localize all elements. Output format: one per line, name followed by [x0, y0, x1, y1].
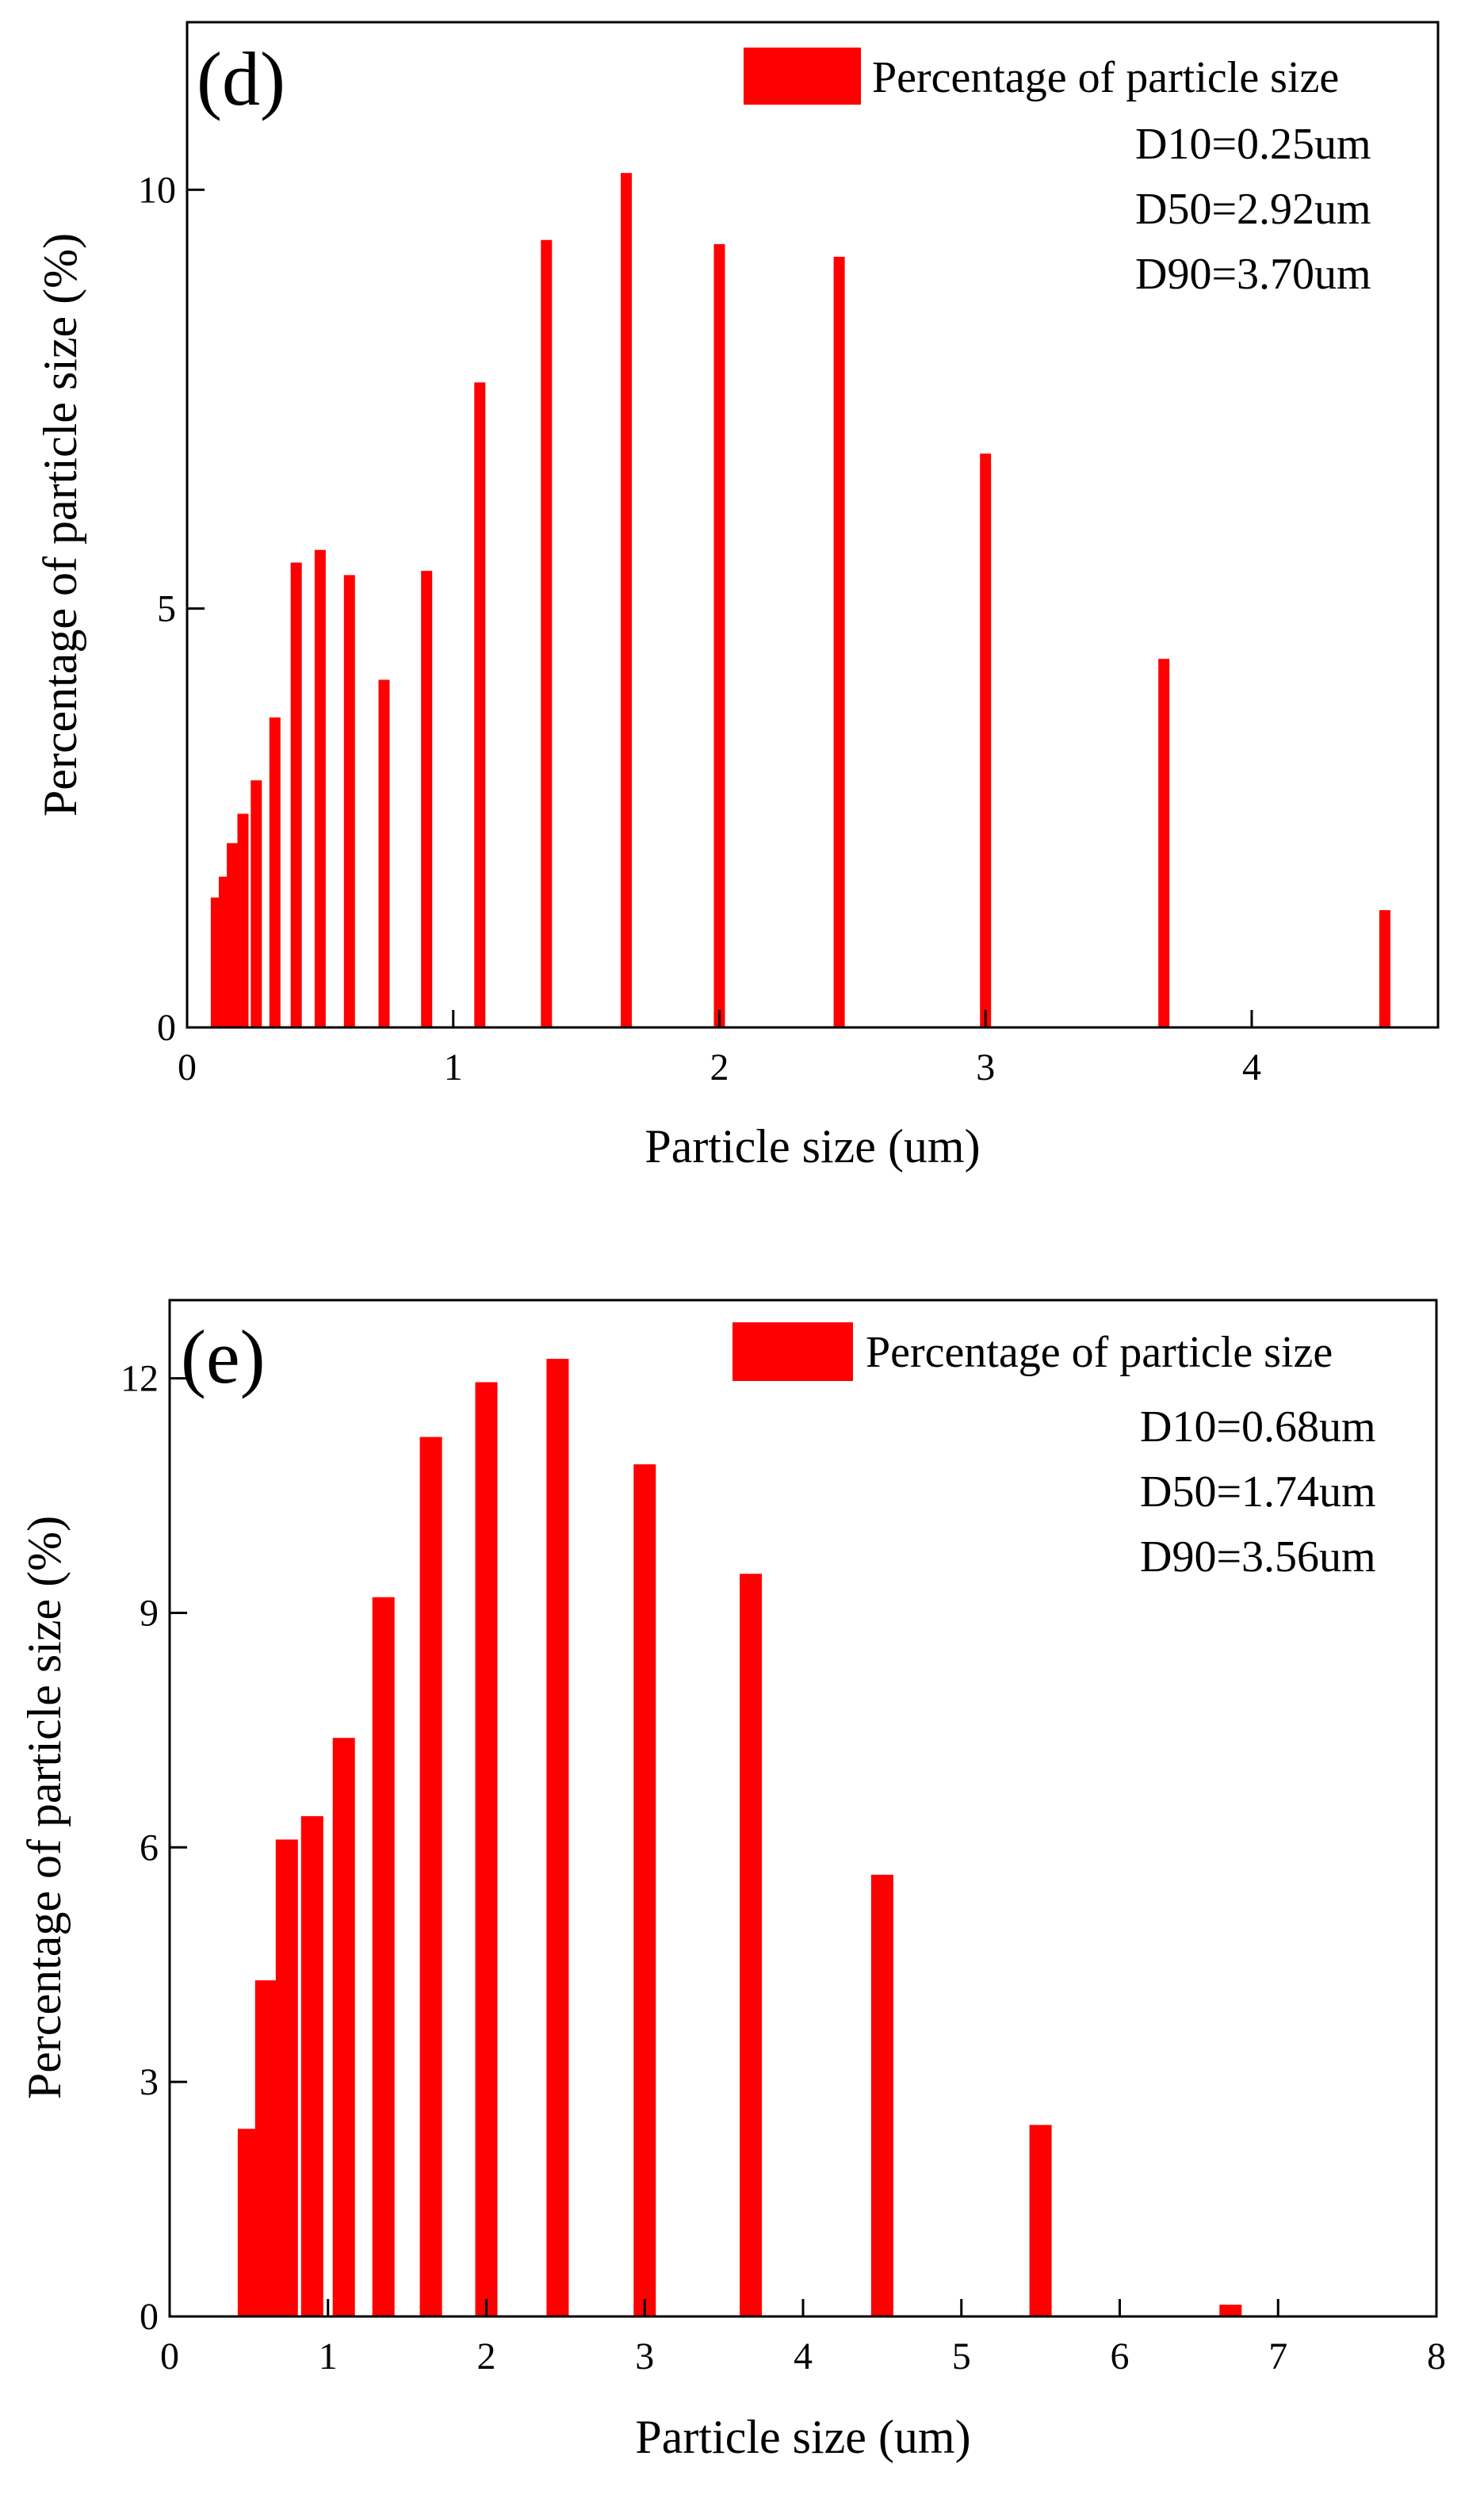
legend-label-d: Percentage of particle size	[872, 53, 1339, 102]
bar-e-4	[332, 1738, 355, 2316]
legend-d: Percentage of particle size D10=0.25um D…	[744, 48, 1371, 299]
y-tick-label-d-1: 5	[157, 588, 176, 630]
x-tick-label-e-6: 6	[1111, 2335, 1130, 2377]
axis-ticks-d: 0 1 2 3 4 0 5 10	[138, 169, 1261, 1088]
x-tick-label-e-4: 4	[794, 2335, 813, 2377]
x-tick-label-e-5: 5	[952, 2335, 971, 2377]
bar-d-14	[713, 244, 725, 1027]
bar-d-10	[421, 571, 433, 1027]
bar-d-6	[290, 562, 302, 1027]
x-axis-label-d: Particle size (um)	[644, 1120, 980, 1172]
plot-frame-d	[186, 21, 1440, 1029]
bar-series-e	[237, 1359, 1242, 2316]
y-axis-label-e: Percentage of particle size (%)	[18, 1516, 71, 2099]
bar-d-4	[251, 780, 262, 1027]
bar-d-15	[833, 256, 845, 1027]
x-tick-label-e-3: 3	[635, 2335, 654, 2377]
d90-annotation-d: D90=3.70um	[1135, 250, 1371, 299]
bar-e-3	[300, 1815, 323, 2316]
bar-d-8	[343, 575, 355, 1027]
bar-e-7	[475, 1382, 498, 2316]
bar-series-d	[210, 173, 1390, 1028]
panel-label-d: (d)	[197, 36, 285, 121]
x-tick-label-e-7: 7	[1268, 2335, 1287, 2377]
x-tick-label-d-1: 1	[444, 1046, 463, 1088]
bar-e-13	[1219, 2305, 1242, 2316]
bar-d-5	[269, 717, 281, 1027]
legend-label-e: Percentage of particle size	[866, 1328, 1333, 1377]
bar-e-6	[419, 1436, 442, 2316]
d50-annotation-e: D50=1.74um	[1140, 1467, 1376, 1517]
d10-annotation-d: D10=0.25um	[1135, 120, 1371, 169]
y-tick-label-e-0: 0	[140, 2296, 159, 2338]
y-tick-label-d-0: 0	[157, 1007, 176, 1049]
legend-e: Percentage of particle size D10=0.68um D…	[732, 1322, 1376, 1582]
bar-e-5	[372, 1597, 395, 2316]
x-axis-label-e: Particle size (um)	[635, 2411, 970, 2463]
y-tick-label-e-1: 3	[140, 2061, 159, 2103]
bar-d-16	[980, 453, 992, 1027]
y-axis-label-d: Percentage of particle size (%)	[34, 233, 86, 817]
x-tick-label-d-2: 2	[709, 1046, 729, 1088]
legend-swatch-e	[732, 1322, 853, 1381]
d90-annotation-e: D90=3.56um	[1140, 1532, 1376, 1582]
x-tick-label-e-0: 0	[160, 2335, 179, 2377]
bar-d-3	[237, 813, 249, 1027]
bar-e-10	[740, 1574, 763, 2316]
y-tick-label-d-2: 10	[138, 169, 176, 211]
bar-d-9	[378, 679, 390, 1027]
bar-d-12	[541, 239, 553, 1027]
bar-d-2	[227, 843, 239, 1027]
x-tick-label-e-8: 8	[1427, 2335, 1446, 2377]
bar-d-17	[1158, 659, 1170, 1027]
x-tick-label-e-1: 1	[319, 2335, 338, 2377]
x-tick-label-e-2: 2	[477, 2335, 496, 2377]
legend-swatch-d	[744, 48, 861, 105]
bar-e-9	[633, 1464, 656, 2316]
d10-annotation-e: D10=0.68um	[1140, 1402, 1376, 1452]
bar-e-11	[870, 1874, 893, 2316]
bar-d-11	[474, 382, 486, 1027]
chart-d: 0 1 2 3 4 0 5 10 (d) Percentage of particle siz…	[34, 21, 1440, 1172]
bar-e-12	[1029, 2125, 1052, 2316]
x-tick-label-d-4: 4	[1242, 1046, 1261, 1088]
y-tick-label-e-2: 6	[140, 1827, 159, 1869]
y-tick-label-e-3: 9	[140, 1592, 159, 1634]
bar-e-1	[254, 1980, 277, 2316]
x-tick-label-d-0: 0	[178, 1046, 197, 1088]
x-tick-label-d-3: 3	[976, 1046, 995, 1088]
bar-d-18	[1379, 910, 1390, 1027]
bar-e-8	[546, 1359, 569, 2316]
bar-d-13	[621, 173, 632, 1028]
d50-annotation-d: D50=2.92um	[1135, 185, 1371, 234]
bar-d-7	[314, 549, 326, 1027]
y-tick-label-e-4: 12	[120, 1358, 159, 1400]
bar-e-2	[275, 1839, 298, 2316]
panel-label-e: (e)	[181, 1314, 266, 1399]
